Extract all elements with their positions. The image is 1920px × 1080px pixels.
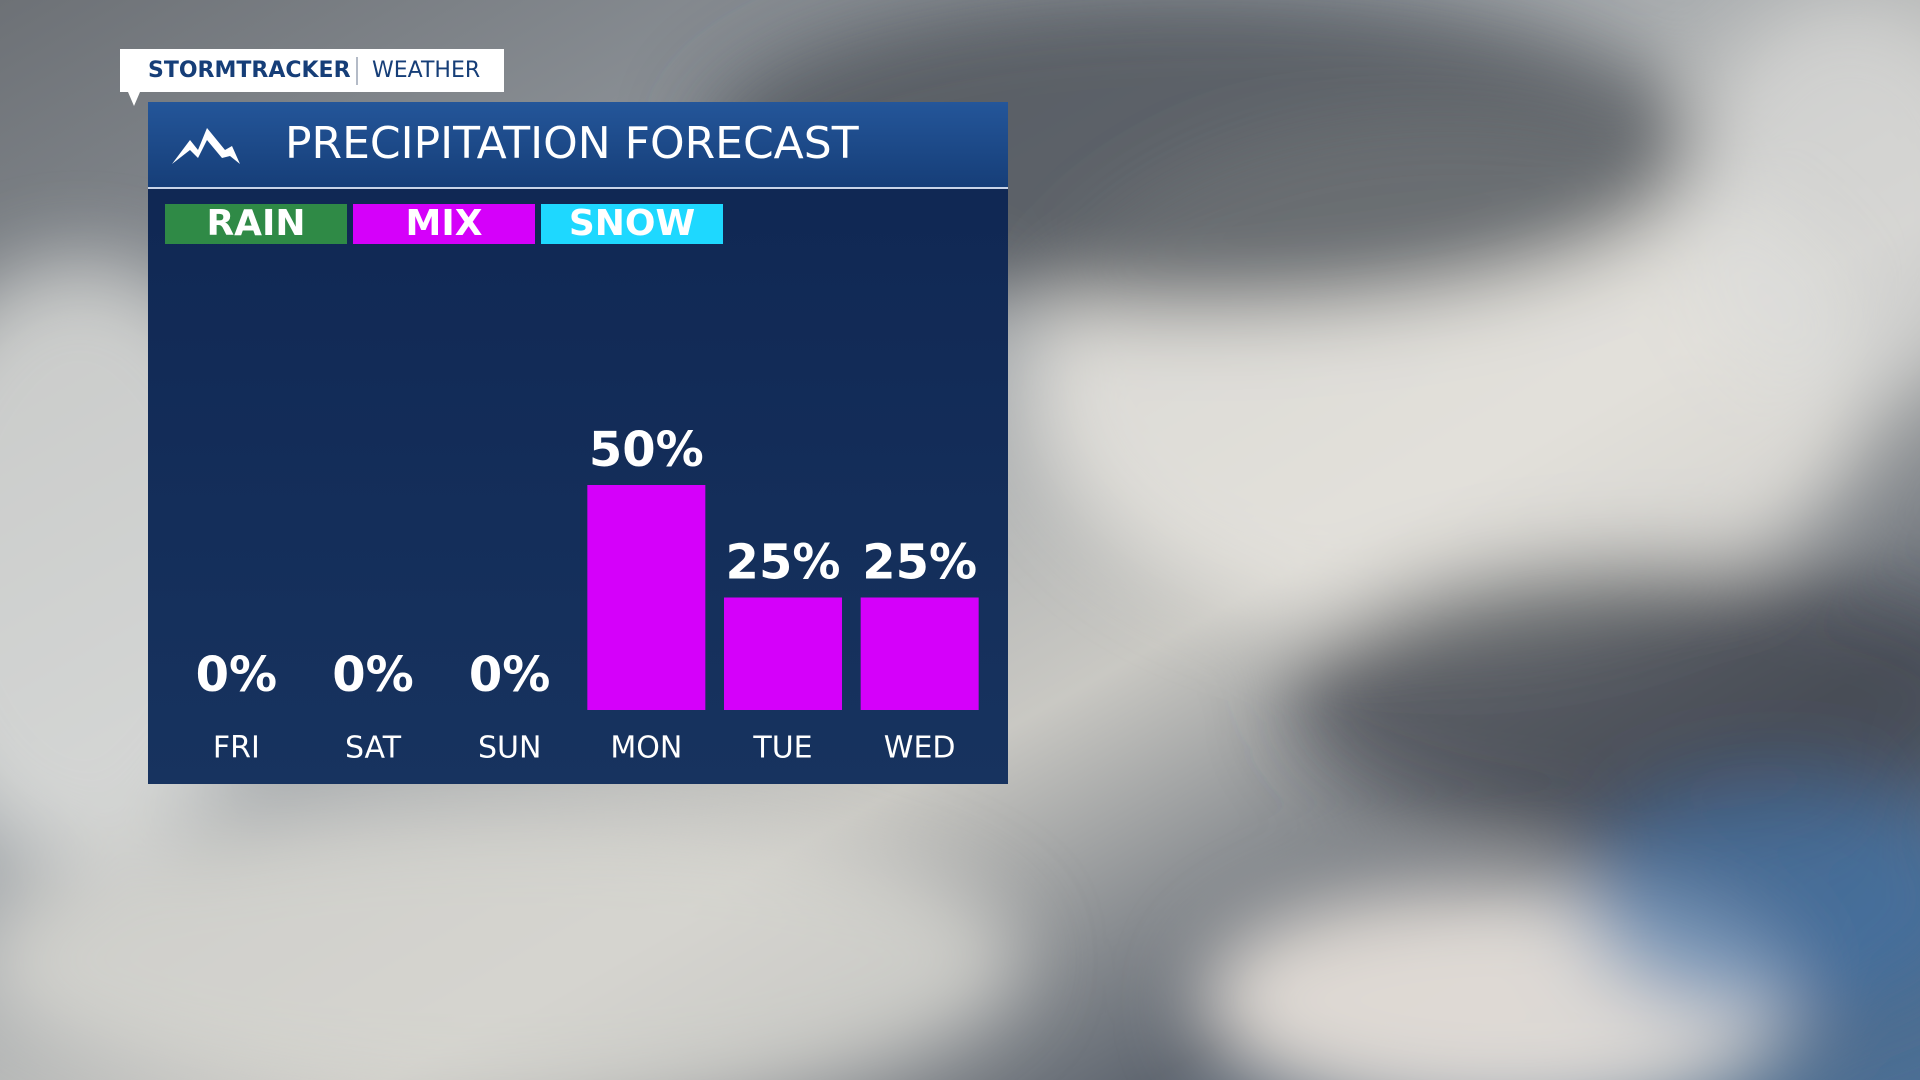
value-label: 25% bbox=[862, 535, 977, 591]
value-label: 0% bbox=[196, 647, 278, 703]
brand-name: STORMTRACKER bbox=[148, 58, 351, 83]
day-label: MON bbox=[610, 731, 682, 766]
mountain-logo bbox=[172, 128, 240, 164]
legend-label: MIX bbox=[406, 203, 483, 244]
legend-swatch bbox=[165, 204, 347, 244]
legend-swatch bbox=[353, 204, 535, 244]
value-label: 0% bbox=[469, 647, 551, 703]
day-label: FRI bbox=[213, 731, 260, 766]
legend-label: SNOW bbox=[569, 203, 695, 244]
value-label: 50% bbox=[589, 422, 704, 478]
value-label: 0% bbox=[332, 647, 414, 703]
bar bbox=[860, 597, 979, 710]
day-label: WED bbox=[884, 731, 956, 766]
brand-section: WEATHER bbox=[372, 58, 480, 83]
day-label: TUE bbox=[752, 731, 812, 766]
legend-label: RAIN bbox=[206, 203, 305, 244]
day-label: SUN bbox=[478, 731, 541, 766]
legend-swatch bbox=[541, 204, 723, 244]
bar bbox=[724, 597, 842, 710]
day-label: SAT bbox=[345, 731, 402, 766]
value-label: 25% bbox=[726, 535, 841, 591]
brand-tag bbox=[120, 49, 504, 106]
chart-header bbox=[148, 102, 1008, 187]
chart-title: PRECIPITATION FORECAST bbox=[285, 118, 859, 169]
bar bbox=[587, 485, 706, 710]
